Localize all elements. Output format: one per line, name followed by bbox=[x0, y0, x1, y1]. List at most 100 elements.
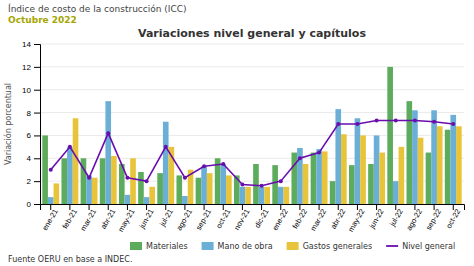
tick-label: abr-21 bbox=[99, 207, 118, 230]
marks bbox=[42, 67, 461, 204]
marker bbox=[183, 176, 187, 180]
legend-swatch bbox=[130, 242, 142, 250]
bar bbox=[418, 138, 424, 204]
tick-mark bbox=[34, 113, 40, 114]
y-tick: 2 bbox=[27, 177, 40, 186]
marker bbox=[279, 179, 283, 183]
bar bbox=[157, 173, 163, 204]
bar bbox=[92, 178, 98, 204]
grid-line bbox=[40, 66, 464, 67]
tick-label: feb-22 bbox=[291, 207, 309, 230]
bar bbox=[316, 149, 322, 204]
footer: Fuente OERU en base a INDEC. bbox=[8, 255, 132, 264]
bar bbox=[284, 187, 290, 204]
bar bbox=[393, 181, 399, 204]
x-tick: jun-21 bbox=[137, 204, 156, 231]
bar bbox=[360, 135, 366, 204]
marker bbox=[164, 145, 168, 149]
y-tick: 10 bbox=[22, 86, 40, 95]
marker bbox=[68, 145, 72, 149]
x-tick: dic-21 bbox=[253, 204, 271, 230]
bar bbox=[48, 197, 54, 204]
legend-swatch bbox=[202, 242, 214, 250]
tick-mark bbox=[34, 158, 40, 159]
bar bbox=[322, 151, 328, 204]
tick-label: 14 bbox=[22, 40, 31, 49]
tick-label: ago-22 bbox=[405, 207, 424, 232]
legend-label: Gastos generales bbox=[303, 242, 373, 251]
tick-label: 2 bbox=[27, 177, 32, 186]
bar bbox=[240, 187, 246, 204]
bar bbox=[111, 156, 117, 204]
x-axis: ene-21feb-21mar-21abr-21may-21jun-21jul-… bbox=[40, 204, 464, 233]
legend-label: Materiales bbox=[146, 242, 188, 251]
tick-label: sep-22 bbox=[424, 207, 443, 231]
bar bbox=[349, 165, 355, 204]
bar bbox=[207, 173, 213, 204]
bar bbox=[368, 164, 374, 204]
x-tick: mar-22 bbox=[308, 204, 328, 232]
marker bbox=[375, 119, 379, 123]
tick-mark bbox=[34, 67, 40, 68]
bar bbox=[426, 153, 432, 204]
y-tick: 12 bbox=[22, 63, 40, 72]
marker bbox=[221, 162, 225, 166]
tick-label: 12 bbox=[22, 63, 31, 72]
bar bbox=[67, 147, 73, 204]
tick-label: may-22 bbox=[346, 207, 366, 233]
bar bbox=[105, 101, 111, 204]
tick-label: 8 bbox=[27, 109, 32, 118]
tick-label: ene-21 bbox=[40, 207, 59, 232]
grid-line bbox=[40, 135, 464, 136]
y-axis: 02468101214 bbox=[22, 40, 40, 209]
bar bbox=[100, 158, 106, 204]
legend-item: Nivel general bbox=[386, 242, 455, 251]
bar bbox=[201, 166, 207, 204]
marker bbox=[125, 176, 129, 180]
grid-line bbox=[40, 44, 464, 45]
grid bbox=[40, 44, 464, 204]
marker bbox=[451, 122, 455, 126]
bar bbox=[379, 153, 385, 204]
axis-line bbox=[34, 45, 41, 205]
legend-swatch bbox=[386, 245, 398, 247]
header-line: Índice de costo de la construcción (ICC) bbox=[8, 3, 187, 14]
bar bbox=[297, 148, 303, 204]
bar bbox=[182, 196, 188, 204]
tick-mark bbox=[34, 181, 40, 182]
legend-item: Materiales bbox=[130, 242, 188, 251]
x-tick: may-22 bbox=[346, 204, 366, 233]
tick-label: ene-22 bbox=[270, 207, 289, 232]
tick-label: mar-21 bbox=[78, 207, 98, 232]
bar bbox=[374, 135, 380, 204]
chart: 02468101214ene-21feb-21mar-21abr-21may-2… bbox=[0, 0, 474, 266]
bar bbox=[406, 101, 412, 204]
title: Variaciones nivel general y capítulos bbox=[138, 27, 366, 40]
y-tick: 4 bbox=[27, 154, 40, 163]
tick-label: may-21 bbox=[116, 207, 136, 233]
bar bbox=[264, 187, 270, 204]
y-tick: 6 bbox=[27, 131, 40, 140]
legend-label: Mano de obra bbox=[218, 242, 273, 251]
bar bbox=[450, 115, 456, 204]
bar bbox=[272, 165, 278, 204]
plot: 02468101214ene-21feb-21mar-21abr-21may-2… bbox=[22, 40, 464, 233]
marker bbox=[106, 131, 110, 135]
bar bbox=[291, 153, 297, 204]
x-tick: ene-21 bbox=[40, 204, 59, 232]
x-tick: oct-22 bbox=[444, 204, 462, 230]
line bbox=[51, 121, 454, 186]
legend-label: Nivel general bbox=[402, 242, 455, 251]
tick-label: abr-22 bbox=[329, 207, 348, 230]
marker bbox=[336, 122, 340, 126]
grid-line bbox=[40, 89, 464, 90]
x-tick: jul-21 bbox=[157, 204, 174, 229]
x-tick: sep-22 bbox=[424, 204, 443, 232]
bar bbox=[253, 164, 259, 204]
tick-label: 10 bbox=[22, 86, 31, 95]
bar bbox=[149, 187, 155, 204]
x-tick: ago-22 bbox=[405, 204, 424, 232]
tick-label: feb-21 bbox=[61, 207, 79, 230]
x-tick: jun-22 bbox=[367, 204, 386, 231]
y-tick: 8 bbox=[27, 109, 40, 118]
